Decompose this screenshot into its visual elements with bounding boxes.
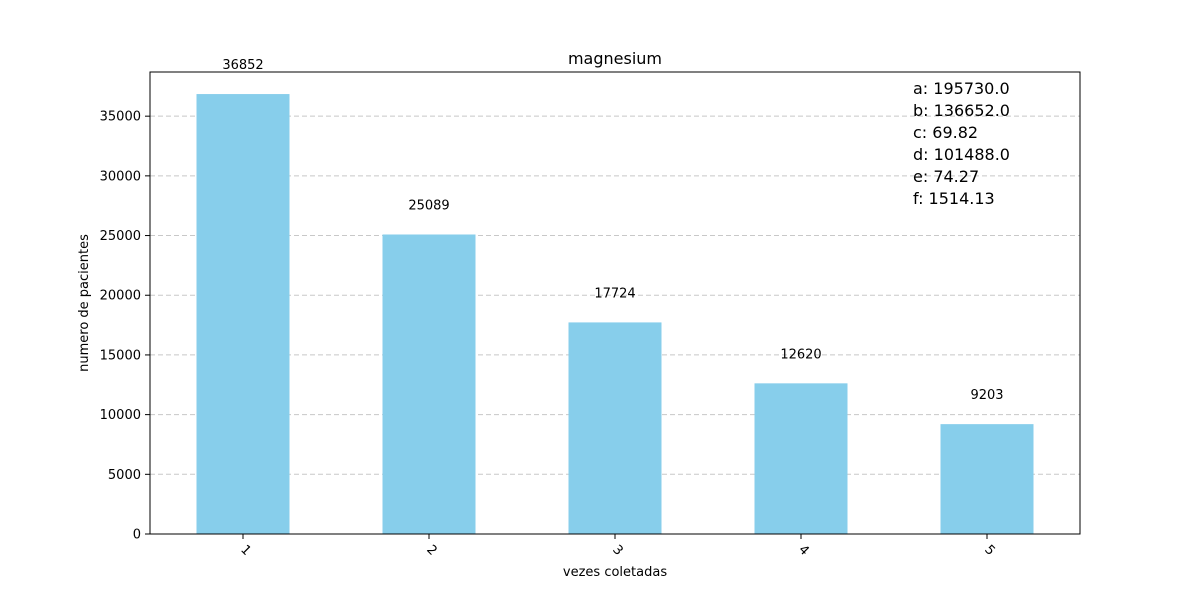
y-tick-label: 10000 bbox=[100, 408, 141, 423]
y-tick-label: 20000 bbox=[100, 289, 141, 304]
stat-line: c: 69.82 bbox=[913, 123, 978, 142]
stat-line: b: 136652.0 bbox=[913, 101, 1010, 120]
stat-line: f: 1514.13 bbox=[913, 189, 995, 208]
y-tick-label: 15000 bbox=[100, 348, 141, 363]
x-axis-label: vezes coletadas bbox=[563, 565, 667, 580]
labels-layer: 0 5000 10000 15000 20000 25000 30000 35000 1 3685… bbox=[100, 58, 1004, 559]
y-tick-label: 30000 bbox=[100, 169, 141, 184]
bar bbox=[382, 234, 476, 534]
x-tick-label: 1 bbox=[237, 542, 253, 558]
x-tick-label: 2 bbox=[423, 542, 439, 558]
data-label: 25089 bbox=[408, 198, 449, 213]
bar bbox=[940, 424, 1034, 534]
bar bbox=[754, 383, 848, 534]
x-tick-label: 3 bbox=[609, 542, 625, 558]
stat-line: a: 195730.0 bbox=[913, 79, 1010, 98]
chart-title: magnesium bbox=[568, 49, 662, 68]
stat-line: e: 74.27 bbox=[913, 167, 979, 186]
x-tick-label: 4 bbox=[795, 542, 811, 558]
bar bbox=[568, 322, 662, 534]
y-tick-label: 25000 bbox=[100, 229, 141, 244]
x-tick-label: 5 bbox=[981, 542, 997, 558]
stat-line: d: 101488.0 bbox=[913, 145, 1010, 164]
bars-layer bbox=[196, 94, 1034, 534]
y-axis-label: numero de pacientes bbox=[77, 234, 92, 372]
y-tick-label: 5000 bbox=[108, 468, 141, 483]
bar bbox=[196, 94, 290, 534]
data-label: 17724 bbox=[594, 286, 635, 301]
ticks-layer bbox=[145, 115, 988, 539]
data-label: 9203 bbox=[970, 388, 1003, 403]
data-label: 12620 bbox=[780, 347, 821, 362]
y-tick-label: 0 bbox=[133, 528, 141, 543]
stats-annotation: a: 195730.0 b: 136652.0 c: 69.82 d: 1014… bbox=[913, 79, 1010, 208]
y-tick-label: 35000 bbox=[100, 110, 141, 125]
data-label: 36852 bbox=[222, 58, 263, 73]
